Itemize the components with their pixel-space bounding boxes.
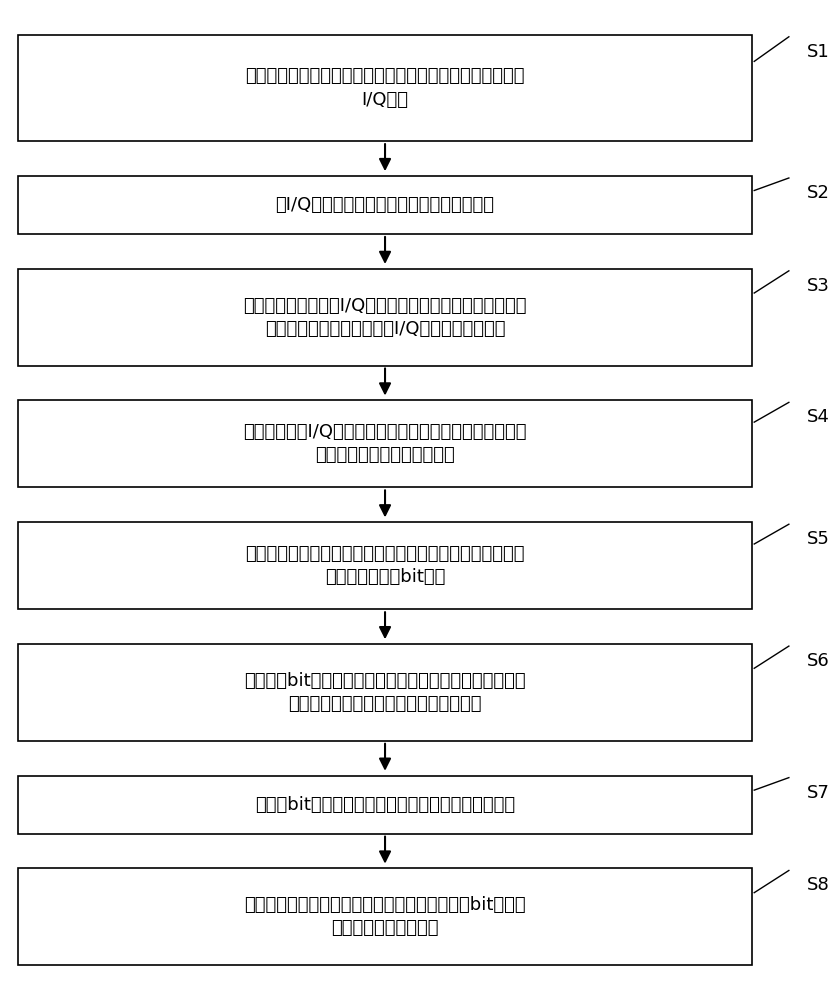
Text: 输出的频率偏移码经过解调后输出最终解调结果bit码流并: 输出的频率偏移码经过解调后输出最终解调结果bit码流并 — [244, 896, 526, 914]
Text: S2: S2 — [807, 184, 829, 202]
Text: 将零中频化的I/Q数据通过低通滤波限制带外噪声，并进行: 将零中频化的I/Q数据通过低通滤波限制带外噪声，并进行 — [243, 423, 527, 441]
Text: S7: S7 — [807, 784, 829, 802]
Text: 对I/Q数据进行直流消除处理，去除直流偏移: 对I/Q数据进行直流消除处理，去除直流偏移 — [276, 196, 494, 214]
FancyBboxPatch shape — [17, 176, 752, 234]
Text: S5: S5 — [807, 530, 829, 548]
Text: 判决运算后生成bit码流: 判决运算后生成bit码流 — [325, 568, 445, 586]
FancyBboxPatch shape — [17, 35, 752, 141]
Text: S4: S4 — [807, 408, 829, 426]
Text: 将相位数据通过低通滤波限制带外噪声，并经过差分减法及: 将相位数据通过低通滤波限制带外噪声，并经过差分减法及 — [245, 545, 525, 563]
FancyBboxPatch shape — [17, 522, 752, 609]
FancyBboxPatch shape — [17, 269, 752, 366]
Text: S1: S1 — [807, 43, 829, 61]
Text: I/Q数据: I/Q数据 — [361, 91, 409, 109]
Text: 时间相位转化后变为相位数据: 时间相位转化后变为相位数据 — [315, 446, 455, 464]
Text: 将生成bit码流经过频率偏移计算后，输出频率偏移码: 将生成bit码流经过频率偏移计算后，输出频率偏移码 — [255, 796, 515, 814]
Text: 小于预设的最大数量时，输出帧同步脉冲: 小于预设的最大数量时，输出帧同步脉冲 — [288, 695, 482, 713]
FancyBboxPatch shape — [17, 400, 752, 487]
FancyBboxPatch shape — [17, 868, 752, 965]
Text: 同时进行时钟同步处理: 同时进行时钟同步处理 — [332, 919, 439, 937]
Text: 将直流消除处理后的I/Q数据通过数控振荡器进行下变频处: 将直流消除处理后的I/Q数据通过数控振荡器进行下变频处 — [243, 297, 527, 315]
Text: 对外部射频系统发送的数据进行处理，获得两路中频频率的: 对外部射频系统发送的数据进行处理，获得两路中频频率的 — [245, 67, 525, 85]
Text: S3: S3 — [807, 277, 829, 295]
Text: S8: S8 — [807, 876, 829, 894]
Text: 理以及频率偏移补偿，使得I/Q信号达到零中频化: 理以及频率偏移补偿，使得I/Q信号达到零中频化 — [265, 320, 505, 338]
Text: 将生成的bit码流与地址码进行比对，当比对结果错误数量: 将生成的bit码流与地址码进行比对，当比对结果错误数量 — [244, 672, 526, 690]
FancyBboxPatch shape — [17, 776, 752, 834]
Text: S6: S6 — [807, 652, 829, 670]
FancyBboxPatch shape — [17, 644, 752, 741]
